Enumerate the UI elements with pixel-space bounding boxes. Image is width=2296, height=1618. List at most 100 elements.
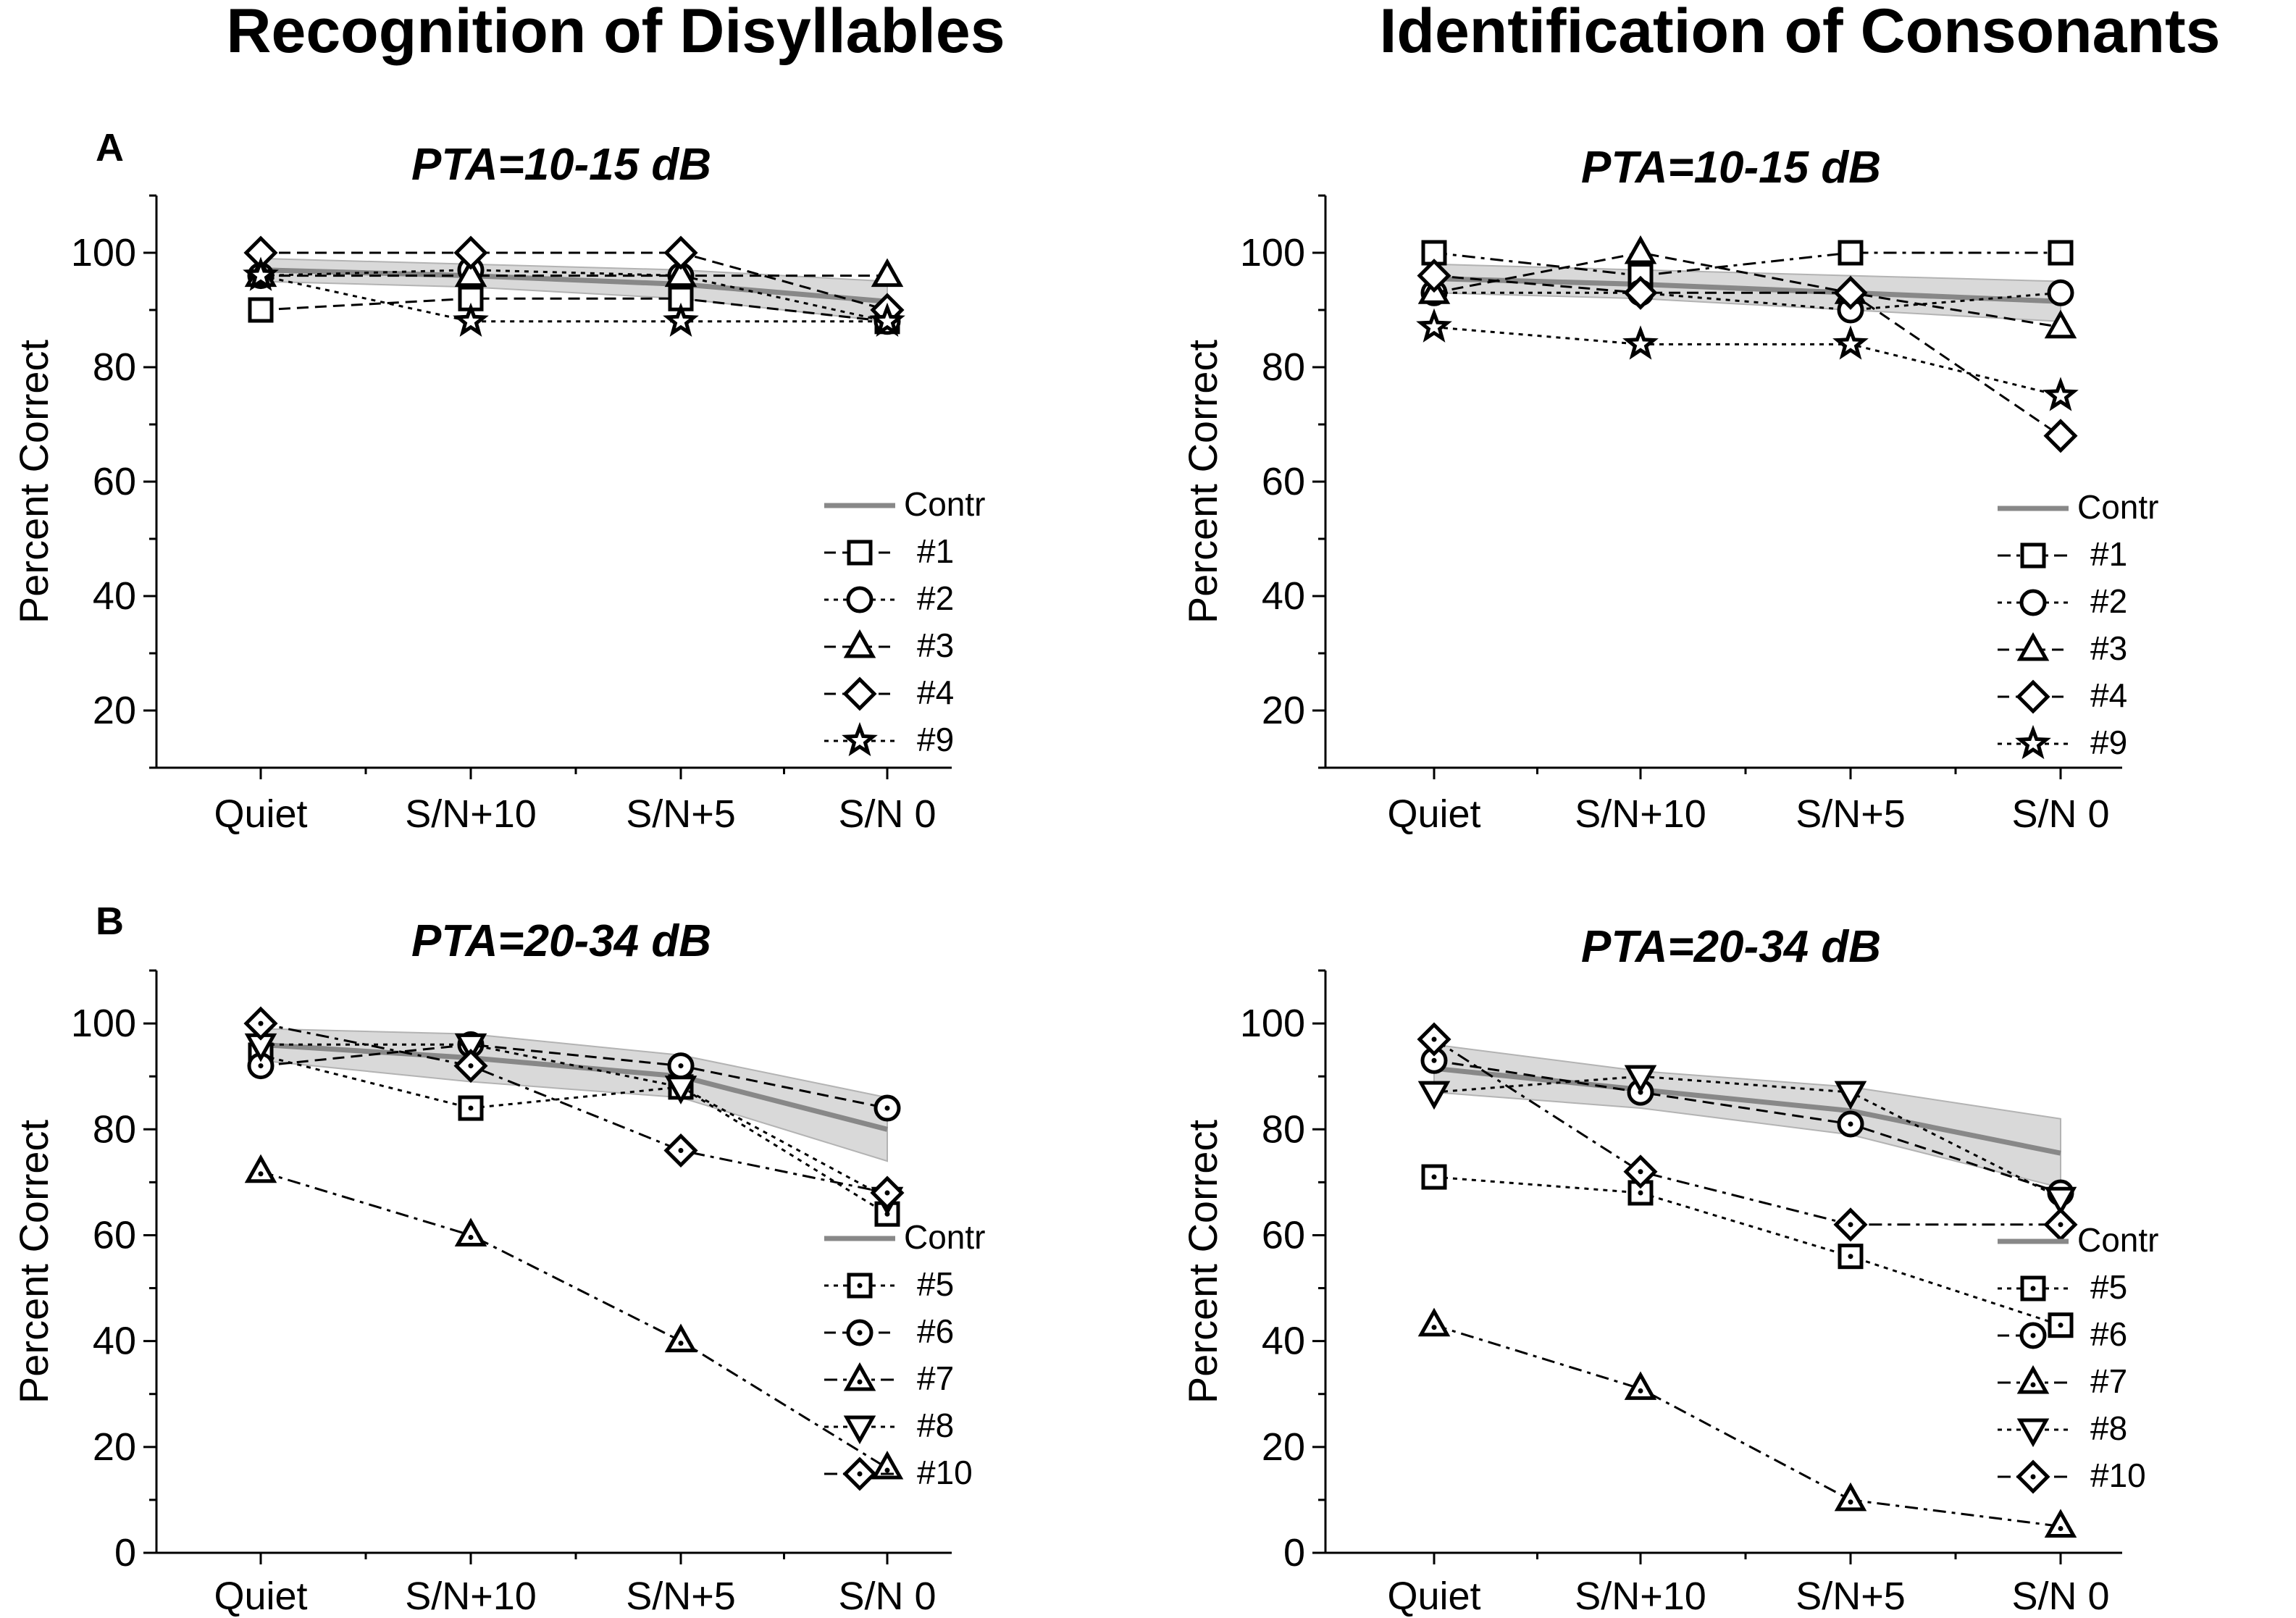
x-tick-label: S/N+10 <box>1575 1575 1706 1618</box>
series-line <box>260 1170 888 1470</box>
legend-label: #5 <box>2090 1268 2127 1306</box>
column-title-disyllables: Recognition of Disyllables <box>226 0 1005 66</box>
data-point <box>870 1175 905 1210</box>
data-point <box>664 258 697 288</box>
series-line <box>1433 251 2061 329</box>
data-point <box>1834 1081 1867 1110</box>
y-tick-label: 40 <box>93 574 136 618</box>
series-line <box>1433 1075 2061 1199</box>
data-point <box>663 1133 698 1168</box>
y-tick-label: 80 <box>1262 1107 1305 1151</box>
chart-panel-4: PTA=20-34 dB Percent Correct 0 20 40 60 80 100 Q… <box>1180 922 2158 1618</box>
data-point <box>453 302 489 337</box>
x-tick-label: S/N 0 <box>2011 792 2109 836</box>
legend-marker <box>2020 542 2046 569</box>
x-tick-label: S/N 0 <box>2011 1575 2109 1618</box>
series-line <box>1433 274 2061 437</box>
legend-label: #9 <box>917 721 954 758</box>
panel-title: PTA=20-34 dB <box>1581 922 1881 972</box>
y-axis-label: Percent Correct <box>11 339 56 624</box>
data-point <box>244 1154 277 1183</box>
legend-label: #10 <box>917 1454 973 1491</box>
x-tick-label: Quiet <box>1387 1575 1480 1618</box>
panel-title: PTA=10-15 dB <box>1581 143 1881 193</box>
legend-marker <box>847 540 873 566</box>
data-point <box>454 258 487 288</box>
legend-marker <box>2016 632 2050 661</box>
panel-title: PTA=20-34 dB <box>411 916 711 966</box>
legend-marker <box>843 629 876 658</box>
control-band <box>260 1028 888 1162</box>
series-line <box>1433 251 2061 277</box>
chart-panel-3: B PTA=20-34 dB Percent Correct 0 20 40 60 80 100… <box>11 900 985 1618</box>
series-subject-7 <box>244 1154 904 1480</box>
data-point <box>1624 1065 1657 1094</box>
x-tick-label: S/N+5 <box>1796 792 1906 836</box>
legend-marker <box>2016 1459 2050 1494</box>
series-subject-9 <box>1416 308 2079 411</box>
legend: Contr #5 #6 #7 #8 #10 <box>1998 1221 2158 1494</box>
legend-label: #9 <box>2090 724 2127 761</box>
data-point <box>1417 259 1451 293</box>
legend-label: #4 <box>2090 676 2127 714</box>
data-point <box>458 1095 484 1121</box>
legend-label: #3 <box>2090 629 2127 667</box>
legend-label: #7 <box>2090 1362 2127 1400</box>
data-point <box>1624 1371 1657 1400</box>
data-point <box>664 1323 697 1353</box>
y-tick-label: 0 <box>1283 1531 1305 1575</box>
y-tick-label: 20 <box>1262 689 1305 732</box>
data-point <box>873 1094 901 1122</box>
legend-label: #6 <box>917 1312 954 1350</box>
x-tick-label: S/N+5 <box>1796 1575 1906 1618</box>
y-tick-label: 100 <box>1240 1002 1305 1045</box>
chart-panels: A PTA=10-15 dB Percent Correct 20 40 60 80 100 Q… <box>11 126 2158 1618</box>
data-point <box>1421 1164 1447 1190</box>
legend-marker <box>846 586 873 613</box>
data-point <box>1623 1154 1658 1189</box>
legend-marker <box>2020 1275 2046 1301</box>
y-axis-label: Percent Correct <box>1180 1119 1225 1404</box>
control-line <box>1433 276 2061 304</box>
legend-marker <box>2019 1322 2047 1349</box>
legend-marker <box>846 1319 873 1346</box>
legend-marker <box>843 1415 876 1445</box>
data-point <box>1834 1482 1867 1512</box>
data-point <box>667 1052 695 1080</box>
series-line <box>1433 1038 2061 1226</box>
series-line <box>260 1043 888 1110</box>
data-point <box>1833 1207 1868 1242</box>
data-point <box>1421 240 1447 266</box>
control-line <box>260 1041 888 1132</box>
series-line <box>1433 1059 2061 1194</box>
legend-marker <box>842 1456 877 1491</box>
legend-label: #2 <box>917 579 954 617</box>
data-point <box>871 258 904 288</box>
x-tick-label: Quiet <box>1387 792 1480 836</box>
legend: Contr #5 #6 #7 #8 #10 <box>824 1218 985 1491</box>
data-point <box>1838 1244 1864 1270</box>
legend-marker <box>2015 724 2051 760</box>
series-line <box>260 1022 888 1194</box>
legend-label: Contr <box>904 1218 985 1256</box>
legend-label: #8 <box>917 1407 954 1444</box>
control-line <box>1433 1065 2061 1156</box>
y-tick-label: 20 <box>93 1425 136 1469</box>
series-line <box>261 251 888 311</box>
legend-label: #6 <box>2090 1315 2127 1353</box>
legend-label: #10 <box>2090 1456 2146 1494</box>
data-point <box>2048 1312 2074 1338</box>
data-point <box>2048 240 2074 266</box>
legend-marker <box>842 721 878 757</box>
x-tick-label: S/N+10 <box>1575 792 1706 836</box>
legend-label: #8 <box>2090 1409 2127 1447</box>
data-point <box>243 256 279 291</box>
y-tick-label: 100 <box>71 231 136 274</box>
legend-marker <box>847 1273 873 1299</box>
data-point <box>2043 419 2078 453</box>
data-point <box>2044 1186 2077 1216</box>
data-point <box>454 1033 487 1062</box>
y-tick-label: 100 <box>1240 231 1305 274</box>
x-tick-label: S/N 0 <box>838 792 936 836</box>
data-point <box>2043 1207 2078 1242</box>
